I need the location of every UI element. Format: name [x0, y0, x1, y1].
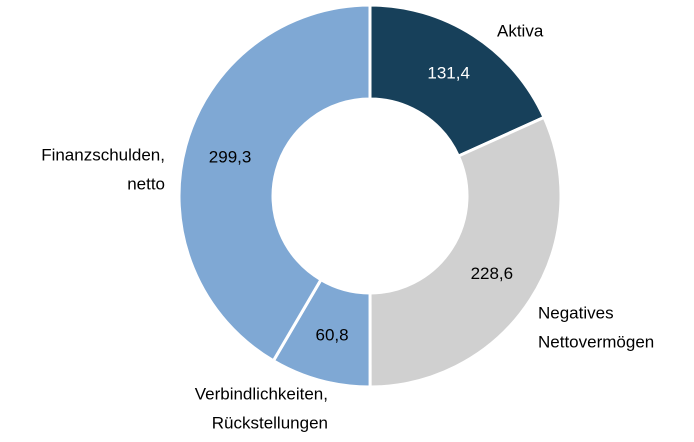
category-label: Verbindlichkeiten,: [195, 384, 328, 403]
category-label: Rückstellungen: [212, 413, 328, 432]
value-label: 299,3: [209, 148, 252, 167]
donut-segment: [368, 115, 563, 389]
category-label: Aktiva: [497, 21, 544, 40]
value-label: 60,8: [316, 325, 349, 344]
donut-segment: [368, 3, 547, 159]
donut-segment: [177, 3, 372, 363]
category-label: netto: [127, 174, 165, 193]
category-label: Negatives: [538, 303, 614, 322]
value-label: 131,4: [427, 64, 470, 83]
category-label: Finanzschulden,: [41, 145, 165, 164]
category-label: Nettovermögen: [538, 332, 654, 351]
value-label: 228,6: [471, 264, 514, 283]
